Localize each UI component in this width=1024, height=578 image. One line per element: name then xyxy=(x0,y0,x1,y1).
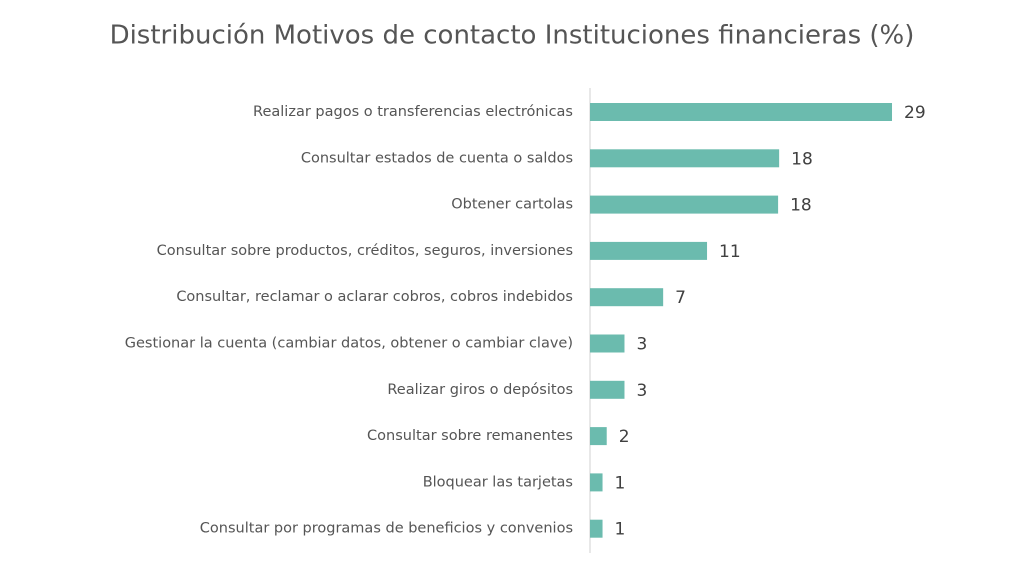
category-label: Consultar por programas de beneficios y … xyxy=(200,521,573,537)
category-label: Obtener cartolas xyxy=(451,197,573,213)
bar xyxy=(590,195,779,214)
category-label: Consultar estados de cuenta o saldos xyxy=(301,150,573,166)
bar xyxy=(590,473,603,492)
value-label: 11 xyxy=(719,242,741,262)
category-label: Realizar giros o depósitos xyxy=(387,382,573,398)
value-label: 1 xyxy=(615,473,626,493)
bar xyxy=(590,334,625,353)
bar xyxy=(590,103,893,121)
value-label: 2 xyxy=(619,427,630,447)
category-label: Realizar pagos o transferencias electrón… xyxy=(253,104,573,120)
value-label: 18 xyxy=(790,196,812,216)
value-label: 18 xyxy=(791,149,813,169)
chart-title: Distribución Motivos de contacto Institu… xyxy=(110,21,915,51)
bar xyxy=(590,288,664,307)
bar xyxy=(590,149,780,168)
value-label: 1 xyxy=(615,520,626,540)
bar xyxy=(590,380,625,399)
value-label: 3 xyxy=(636,381,647,401)
category-label: Consultar, reclamar o aclarar cobros, co… xyxy=(176,289,573,305)
category-label: Consultar sobre productos, créditos, seg… xyxy=(157,243,573,259)
bar xyxy=(590,427,607,446)
value-label: 3 xyxy=(636,335,647,355)
category-label: Bloquear las tarjetas xyxy=(423,474,573,490)
bar xyxy=(590,519,603,538)
category-label: Consultar sobre remanentes xyxy=(367,428,573,444)
value-label: 7 xyxy=(675,288,686,308)
value-label: 29 xyxy=(904,103,926,123)
bar xyxy=(590,241,708,260)
category-label: Gestionar la cuenta (cambiar datos, obte… xyxy=(125,336,573,352)
